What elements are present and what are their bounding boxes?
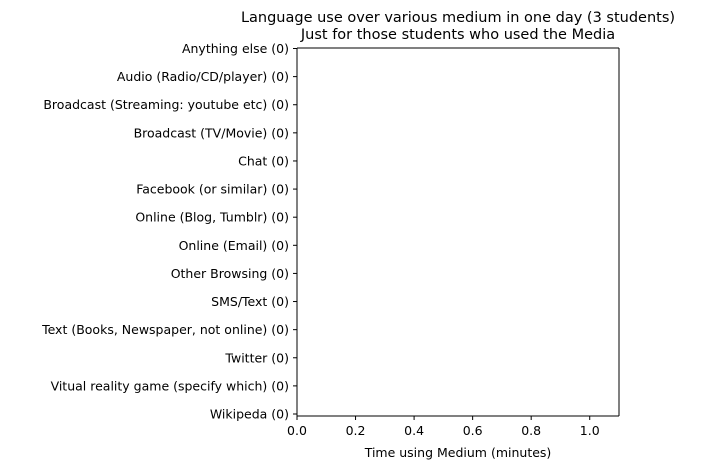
y-tick-label: Wikipeda (0) — [210, 407, 289, 422]
x-tick-label: 1.0 — [580, 423, 600, 438]
y-tick-label: Online (Email) (0) — [179, 238, 289, 253]
x-tick-label: 0.0 — [287, 423, 307, 438]
y-tick-label: Facebook (or similar) (0) — [136, 182, 289, 197]
x-tick-label: 0.4 — [404, 423, 424, 438]
x-axis-label: Time using Medium (minutes) — [364, 445, 552, 460]
y-tick-label: Chat (0) — [238, 153, 289, 168]
y-tick-label: Broadcast (TV/Movie) (0) — [134, 125, 289, 140]
x-tick-label: 0.8 — [521, 423, 541, 438]
y-tick-label: SMS/Text (0) — [211, 294, 289, 309]
x-tick-label: 0.6 — [463, 423, 483, 438]
y-tick-label: Anything else (0) — [182, 41, 289, 56]
y-tick-label: Vitual reality game (specify which) (0) — [51, 378, 289, 393]
y-tick-label: Other Browsing (0) — [171, 266, 289, 281]
y-tick-label: Online (Blog, Tumblr) (0) — [135, 210, 289, 225]
plot-area: Anything else (0) Audio (Radio/CD/player)… — [41, 41, 620, 438]
y-tick-label: Text (Books, Newspaper, not online) (0) — [41, 322, 289, 337]
y-tick-label: Audio (Radio/CD/player) (0) — [117, 69, 289, 84]
chart-title: Language use over various medium in one … — [241, 10, 675, 26]
y-tick-label: Broadcast (Streaming: youtube etc) (0) — [43, 97, 289, 112]
y-tick-label: Twitter (0) — [224, 350, 289, 365]
x-tick-label: 0.2 — [346, 423, 366, 438]
chart-subtitle: Just for those students who used the Med… — [300, 27, 615, 43]
